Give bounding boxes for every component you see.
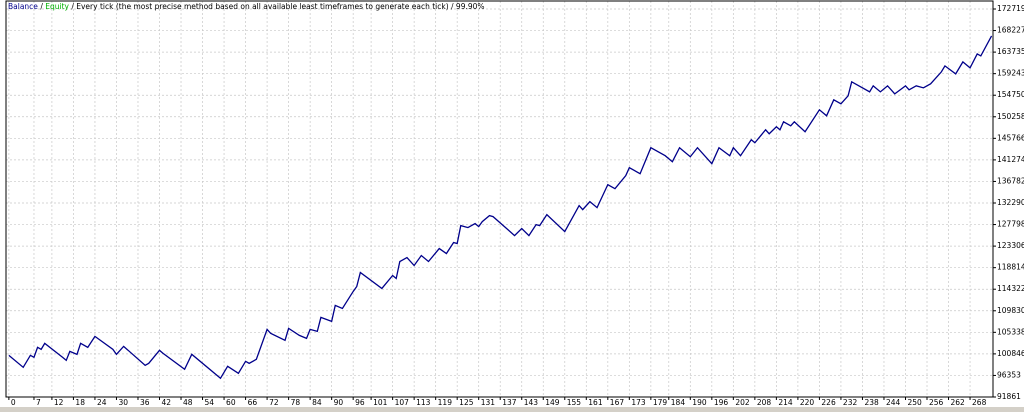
x-tick-label: 60 bbox=[226, 398, 236, 407]
x-tick-label: 107 bbox=[395, 398, 410, 407]
x-tick-label: 155 bbox=[567, 398, 582, 407]
y-tick-label: 150258 bbox=[997, 112, 1024, 121]
y-tick-label: 145766 bbox=[997, 133, 1024, 142]
x-tick-label: 167 bbox=[610, 398, 625, 407]
x-tick-label: 179 bbox=[653, 398, 668, 407]
y-tick-label: 141274 bbox=[997, 155, 1024, 164]
x-tick-label: 184 bbox=[671, 398, 686, 407]
x-tick-label: 262 bbox=[951, 398, 966, 407]
y-tick-label: 172719 bbox=[997, 4, 1024, 13]
x-tick-label: 226 bbox=[821, 398, 836, 407]
y-tick-label: 114322 bbox=[997, 284, 1024, 293]
x-tick-label: 90 bbox=[334, 398, 344, 407]
separator: / bbox=[40, 2, 43, 11]
x-tick-label: 232 bbox=[843, 398, 858, 407]
y-tick-label: 123306 bbox=[997, 241, 1024, 250]
y-tick-label: 163735 bbox=[997, 47, 1024, 56]
x-tick-label: 119 bbox=[438, 398, 453, 407]
x-tick-label: 137 bbox=[502, 398, 517, 407]
y-tick-label: 154750 bbox=[997, 90, 1024, 99]
x-tick-label: 30 bbox=[118, 398, 128, 407]
x-tick-label: 24 bbox=[97, 398, 107, 407]
y-tick-label: 96353 bbox=[997, 370, 1021, 379]
x-tick-label: 196 bbox=[714, 398, 729, 407]
x-tick-label: 214 bbox=[778, 398, 793, 407]
y-tick-label: 127798 bbox=[997, 220, 1024, 229]
x-tick-label: 268 bbox=[972, 398, 987, 407]
x-tick-label: 113 bbox=[416, 398, 431, 407]
legend: Balance / Equity / Every tick (the most … bbox=[8, 2, 485, 11]
x-tick-label: 125 bbox=[459, 398, 474, 407]
y-tick-label: 100846 bbox=[997, 349, 1024, 358]
y-tick-label: 109830 bbox=[997, 306, 1024, 315]
x-tick-label: 101 bbox=[373, 398, 388, 407]
balance-line bbox=[8, 35, 993, 380]
tab-strip bbox=[0, 407, 1024, 412]
y-tick-label: 136782 bbox=[997, 176, 1024, 185]
x-tick-label: 190 bbox=[692, 398, 707, 407]
x-tick-label: 0 bbox=[11, 398, 16, 407]
x-tick-label: 84 bbox=[312, 398, 322, 407]
x-tick-label: 220 bbox=[800, 398, 815, 407]
x-tick-label: 149 bbox=[545, 398, 560, 407]
legend-balance: Balance bbox=[8, 2, 38, 11]
x-tick-label: 7 bbox=[36, 398, 41, 407]
y-tick-label: 118814 bbox=[997, 263, 1024, 272]
x-tick-label: 72 bbox=[269, 398, 279, 407]
x-tick-label: 48 bbox=[183, 398, 193, 407]
y-tick-label: 159243 bbox=[997, 69, 1024, 78]
x-tick-label: 54 bbox=[205, 398, 215, 407]
x-tick-label: 18 bbox=[75, 398, 85, 407]
y-tick-label: 91861 bbox=[997, 392, 1021, 401]
x-tick-label: 238 bbox=[864, 398, 879, 407]
y-tick-label: 168227 bbox=[997, 26, 1024, 35]
x-tick-label: 244 bbox=[886, 398, 901, 407]
x-tick-label: 42 bbox=[162, 398, 172, 407]
plot-frame bbox=[5, 0, 994, 398]
x-tick-label: 208 bbox=[757, 398, 772, 407]
x-tick-label: 96 bbox=[355, 398, 365, 407]
x-tick-label: 173 bbox=[631, 398, 646, 407]
x-tick-label: 256 bbox=[929, 398, 944, 407]
grid bbox=[6, 1, 993, 398]
x-tick-label: 78 bbox=[291, 398, 301, 407]
y-tick-label: 105338 bbox=[997, 327, 1024, 336]
x-tick-label: 36 bbox=[140, 398, 150, 407]
x-tick-label: 131 bbox=[481, 398, 496, 407]
description: / Every tick (the most precise method ba… bbox=[71, 2, 484, 11]
y-tick-label: 132290 bbox=[997, 198, 1024, 207]
legend-equity: Equity bbox=[45, 2, 69, 11]
x-tick-label: 12 bbox=[54, 398, 64, 407]
x-tick-label: 143 bbox=[524, 398, 539, 407]
x-tick-label: 202 bbox=[735, 398, 750, 407]
x-tick-label: 66 bbox=[248, 398, 258, 407]
x-tick-label: 250 bbox=[907, 398, 922, 407]
x-tick-label: 161 bbox=[588, 398, 603, 407]
